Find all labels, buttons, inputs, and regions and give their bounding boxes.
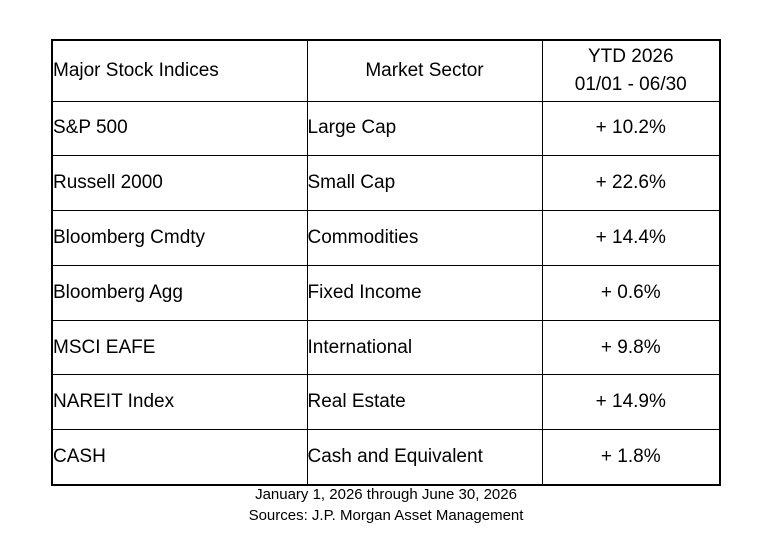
table-row: S&P 500 Large Cap + 10.2% (51, 100, 721, 157)
header-market-sector: Market Sector (306, 39, 543, 102)
index-name: Bloomberg Agg (51, 264, 308, 321)
ytd-return: + 10.2% (541, 100, 721, 157)
table-row: Bloomberg Cmdty Commodities + 14.4% (51, 210, 721, 266)
market-sector: Small Cap (306, 155, 543, 212)
index-name: S&P 500 (51, 100, 308, 157)
date-range-footnote: January 1, 2026 through June 30, 2026 (255, 486, 517, 503)
ytd-return: + 9.8% (541, 319, 721, 376)
sources-footnote: Sources: J.P. Morgan Asset Management (248, 507, 524, 524)
index-name: Bloomberg Cmdty (51, 210, 308, 266)
table-row: NAREIT Index Real Estate + 14.9% (51, 374, 721, 431)
ytd-return: + 22.6% (541, 155, 721, 212)
table-header-row: Major Stock Indices Market Sector YTD 20… (51, 39, 721, 102)
market-sector: Real Estate (306, 374, 543, 431)
market-sector: International (306, 319, 543, 376)
header-ytd-period: YTD 2026 01/01 - 06/30 (541, 39, 721, 102)
ytd-return: + 14.9% (541, 374, 721, 431)
header-ytd-label: YTD 2026 (587, 45, 674, 67)
index-name: NAREIT Index (51, 374, 308, 431)
table-row: MSCI EAFE International + 9.8% (51, 319, 721, 376)
ytd-return: + 0.6% (541, 264, 721, 321)
market-sector: Large Cap (306, 100, 543, 157)
index-name: Russell 2000 (51, 155, 308, 212)
market-sector: Fixed Income (306, 264, 543, 321)
index-name: CASH (51, 429, 308, 486)
indices-table: Major Stock Indices Market Sector YTD 20… (51, 39, 721, 486)
market-sector: Commodities (306, 210, 543, 266)
table-row: CASH Cash and Equivalent + 1.8% (51, 429, 721, 486)
market-sector: Cash and Equivalent (306, 429, 543, 486)
index-name: MSCI EAFE (51, 319, 308, 376)
table-row: Russell 2000 Small Cap + 22.6% (51, 155, 721, 212)
ytd-return: + 1.8% (541, 429, 721, 486)
table-row: Bloomberg Agg Fixed Income + 0.6% (51, 264, 721, 321)
header-major-stock-indices: Major Stock Indices (51, 39, 308, 102)
header-date-range: 01/01 - 06/30 (574, 73, 687, 95)
ytd-return: + 14.4% (541, 210, 721, 266)
